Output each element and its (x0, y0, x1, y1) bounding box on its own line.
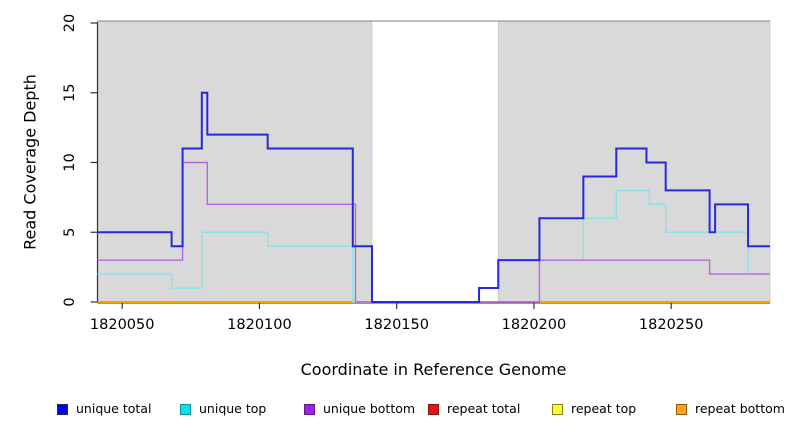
y-tick-label: 0 (62, 297, 78, 306)
legend-item-unique-bottom: unique bottom (304, 401, 415, 417)
legend-item-repeat-bottom: repeat bottom (676, 401, 785, 417)
legend-item-repeat-total: repeat total (428, 401, 520, 417)
legend-label: unique top (199, 401, 267, 416)
x-axis-title: Coordinate in Reference Genome (300, 360, 567, 379)
legend-swatch-unique-top (180, 403, 191, 415)
series-unique-total (97, 91, 770, 303)
legend-item-repeat-top: repeat top (552, 401, 636, 417)
legend-item-unique-top: unique top (180, 401, 266, 417)
legend-swatch-repeat-top (552, 403, 563, 415)
x-tick-label: 1820150 (364, 317, 429, 333)
legend-label: repeat top (571, 401, 637, 416)
repeat-region (497, 21, 771, 303)
y-tick-label: 15 (62, 84, 78, 102)
x-tick-label: 1820050 (90, 317, 155, 333)
legend-item-unique-total: unique total (57, 401, 151, 417)
legend-swatch-unique-bottom (304, 403, 315, 415)
legend-label: unique total (76, 401, 152, 416)
legend-label: repeat total (447, 401, 521, 416)
y-tick-label: 20 (62, 14, 78, 32)
x-tick-label: 1820200 (502, 317, 567, 333)
repeat-region (97, 21, 373, 303)
legend: unique total unique top unique bottom repea… (0, 401, 792, 421)
legend-label: repeat bottom (695, 401, 785, 416)
x-tick-label: 1820250 (639, 317, 704, 333)
legend-label: unique bottom (323, 401, 416, 416)
legend-swatch-repeat-bottom (676, 403, 687, 415)
legend-swatch-unique-total (57, 403, 68, 415)
y-tick-label: 10 (62, 153, 78, 171)
y-tick-label: 5 (62, 228, 78, 237)
legend-swatch-repeat-total (428, 403, 439, 415)
x-tick-label: 1820100 (227, 317, 292, 333)
y-axis-title: Read Coverage Depth (20, 74, 40, 250)
